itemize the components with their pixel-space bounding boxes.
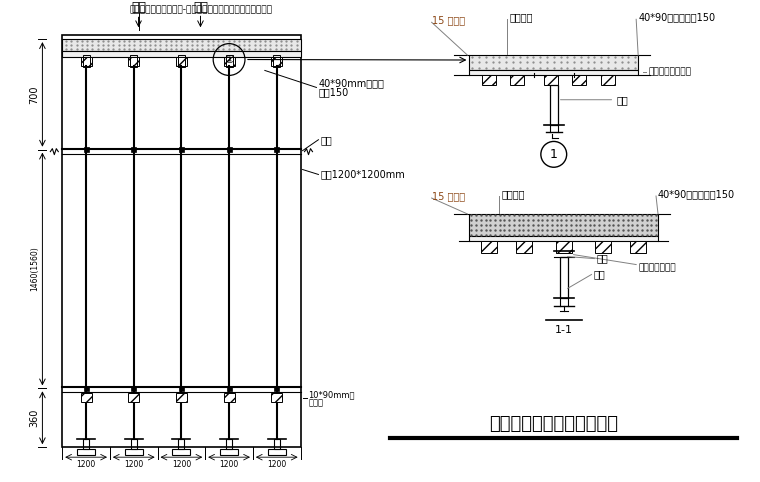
Bar [470,55,638,70]
Bar [549,85,558,124]
Text: 主体楼板模板支设构造详图: 主体楼板模板支设构造详图 [489,415,618,433]
Bar [481,241,497,253]
Bar [544,75,558,85]
Text: 立杆1200*1200mm: 立杆1200*1200mm [321,170,405,179]
Bar [274,439,280,449]
Bar [81,57,91,66]
Bar [601,75,616,85]
Bar [226,439,232,449]
Text: 1460(1560): 1460(1560) [30,247,39,292]
Bar [271,57,282,66]
Text: 1200: 1200 [172,460,191,469]
Bar [83,439,89,449]
Bar [596,241,611,253]
Text: 托杆: 托杆 [597,254,608,264]
Text: 顶撑支杆（双钢管: 顶撑支杆（双钢管 [648,67,691,77]
Text: ①: ① [224,54,234,65]
Text: 楼板: 楼板 [131,1,146,14]
Text: 模板: 模板 [193,1,208,14]
Bar [128,393,139,402]
Text: 间距150: 间距150 [318,87,349,97]
Bar [125,449,143,455]
Bar [226,55,233,67]
Bar [274,386,279,391]
Text: 1200: 1200 [124,460,144,469]
Text: 10*90mm方: 10*90mm方 [309,391,355,400]
Bar [516,241,532,253]
Bar [176,57,187,66]
Bar [274,55,280,67]
Text: 油木方: 油木方 [309,399,324,408]
Bar [223,57,235,66]
Text: 顶撑托座（双钢: 顶撑托座（双钢 [638,263,676,272]
Bar [470,70,638,75]
Text: 混凝土板: 混凝土板 [501,189,524,199]
Text: 700: 700 [30,85,40,104]
Bar [559,256,568,298]
Bar [83,55,90,67]
Text: 40*90木方，间距150: 40*90木方，间距150 [638,13,715,22]
Bar [271,393,282,402]
Bar [131,147,136,152]
Bar [84,386,89,391]
Bar [226,147,232,152]
Bar [176,393,187,402]
Bar [179,386,184,391]
Bar [556,241,572,253]
Bar [572,75,585,85]
Bar [223,393,235,402]
Text: 立柱: 立柱 [616,95,628,105]
Text: 360: 360 [30,409,40,427]
Bar [470,214,658,236]
Text: 学校建筑规划资料下载-学校建筑工程承插式支模架施工方案: 学校建筑规划资料下载-学校建筑工程承插式支模架施工方案 [130,5,273,14]
Bar [220,449,238,455]
Bar [173,449,190,455]
Bar [128,57,139,66]
Bar [62,35,300,447]
Bar [226,386,232,391]
Bar [130,55,138,67]
Bar [178,55,185,67]
Text: 15 厚模板: 15 厚模板 [432,15,465,25]
Text: 1200: 1200 [220,460,239,469]
Bar [62,51,300,57]
Text: 横杆: 横杆 [321,135,332,145]
Text: 1200: 1200 [267,460,287,469]
Bar [510,75,524,85]
Bar [81,393,91,402]
Bar [78,449,95,455]
Bar [470,236,658,241]
Bar [179,439,185,449]
Bar [630,241,646,253]
Text: 15 厚模板: 15 厚模板 [432,191,465,201]
Text: 40*90木方，间距150: 40*90木方，间距150 [658,189,735,199]
Bar [179,147,184,152]
Text: 立杆: 立杆 [594,269,605,280]
Text: 40*90mm木方，: 40*90mm木方， [318,79,385,89]
Bar [131,386,136,391]
Bar [268,449,286,455]
Bar [483,75,496,85]
Text: 1-1: 1-1 [555,325,573,335]
Bar [131,439,137,449]
Text: 1: 1 [549,148,558,161]
Text: 混凝土板: 混凝土板 [509,13,533,22]
Bar [274,147,279,152]
Text: 1200: 1200 [77,460,96,469]
Bar [84,147,89,152]
Bar [62,39,300,51]
